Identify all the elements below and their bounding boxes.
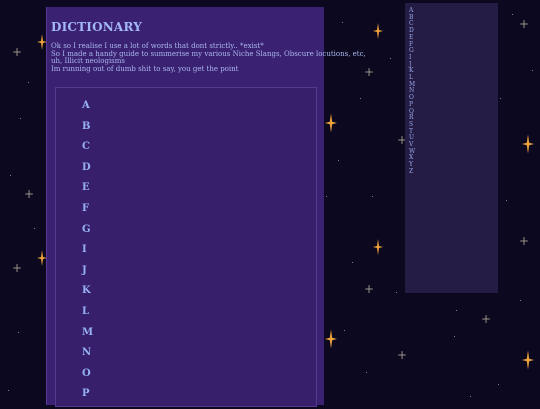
letter-link-e[interactable]: E <box>82 182 90 194</box>
sidebar-letter-link[interactable]: W <box>409 147 416 155</box>
sidebar-letter-link[interactable]: Y <box>409 161 413 169</box>
intro-text: Ok so I realise I use a lot of words tha… <box>51 42 366 73</box>
star-dot <box>326 196 327 197</box>
sidebar-letter-link[interactable]: A <box>409 7 414 14</box>
sparkle-star-icon <box>522 134 534 154</box>
sidebar-letter-link[interactable]: K <box>409 67 414 75</box>
sparkle-star-icon <box>522 350 534 370</box>
intro-line: Ok so I realise I use a lot of words tha… <box>51 42 264 50</box>
sparkle-star-icon <box>325 112 337 134</box>
cross-star-icon: + <box>519 17 530 31</box>
star-dot <box>456 310 457 311</box>
cross-star-icon: + <box>397 133 408 147</box>
star-dot <box>498 384 499 385</box>
star-dot <box>532 70 533 71</box>
sidebar-letter-link[interactable]: O <box>409 94 414 102</box>
star-dot <box>20 118 21 119</box>
star-dot <box>506 200 507 201</box>
sidebar-letter-link[interactable]: X <box>409 154 414 162</box>
sparkle-star-icon <box>37 34 47 50</box>
letter-link-p[interactable]: P <box>82 388 90 400</box>
sparkle-star-icon <box>37 250 47 266</box>
sidebar-index: A B C D E F G I J K L M N O P Q R S T U … <box>405 3 498 293</box>
letter-index-list: A B C D E F G I J K L M N O P <box>82 100 93 409</box>
sidebar-letter-link[interactable]: P <box>409 100 414 108</box>
cross-star-icon: + <box>481 312 492 326</box>
cross-star-icon: + <box>24 187 35 201</box>
sparkle-star-icon <box>325 328 337 350</box>
star-dot <box>366 372 367 373</box>
sidebar-letter-link[interactable]: J <box>409 60 412 68</box>
star-dot <box>18 332 19 333</box>
intro-line: uh, Illicit neologisms <box>51 57 126 66</box>
cross-star-icon: + <box>12 45 23 59</box>
letter-link-d[interactable]: D <box>82 161 91 173</box>
cross-star-icon: + <box>12 261 23 275</box>
star-dot <box>10 175 11 176</box>
sidebar-letter-link[interactable]: N <box>409 87 415 95</box>
sidebar-letter-link[interactable]: B <box>409 13 414 21</box>
letter-link-a[interactable]: A <box>82 100 90 111</box>
star-dot <box>512 14 513 15</box>
star-dot <box>8 390 9 391</box>
star-dot <box>344 330 345 331</box>
sidebar-letter-link[interactable]: E <box>409 33 414 41</box>
star-dot <box>454 336 455 337</box>
cross-star-icon: + <box>364 65 375 79</box>
sidebar-letter-list: A B C D E F G I J K L M N O P Q R S T U … <box>409 7 416 176</box>
letter-link-n[interactable]: N <box>82 347 92 359</box>
sidebar-letter-link[interactable]: R <box>409 114 414 122</box>
sidebar-letter-link[interactable]: G <box>409 47 414 55</box>
letter-link-o[interactable]: O <box>82 367 91 379</box>
sparkle-star-icon <box>373 23 383 39</box>
sidebar-letter-link[interactable]: M <box>409 80 416 88</box>
star-dot <box>360 98 361 99</box>
star-dot <box>352 262 353 263</box>
sidebar-letter-link[interactable]: L <box>409 74 413 82</box>
sparkle-star-icon <box>373 239 383 255</box>
letter-link-m[interactable]: M <box>82 326 94 338</box>
star-dot <box>372 196 373 197</box>
star-dot <box>28 82 29 83</box>
intro-line: So I made a handy guide to summerise my … <box>51 49 366 58</box>
letter-index-box: A B C D E F G I J K L M N O P <box>55 87 317 407</box>
sidebar-letter-link[interactable]: T <box>409 127 414 135</box>
star-dot <box>520 300 521 301</box>
sidebar-letter-link[interactable]: D <box>409 27 414 35</box>
letter-link-j[interactable]: J <box>82 264 87 276</box>
letter-link-f[interactable]: F <box>82 202 90 214</box>
intro-line: Im running out of dumb shit to say, you … <box>51 64 239 73</box>
sidebar-letter-link[interactable]: V <box>409 141 414 149</box>
star-dot <box>338 160 339 161</box>
sidebar-letter-link[interactable]: Z <box>409 167 414 175</box>
sidebar-letter-link[interactable]: C <box>409 20 414 28</box>
letter-link-i[interactable]: I <box>82 244 87 256</box>
star-dot <box>396 292 397 293</box>
sidebar-letter-link[interactable]: U <box>409 134 415 142</box>
page-title: DICTIONARY <box>51 20 143 34</box>
star-dot <box>342 22 343 23</box>
cross-star-icon: + <box>519 234 530 248</box>
sidebar-letter-link[interactable]: I <box>409 53 412 61</box>
letter-link-g[interactable]: G <box>82 223 91 235</box>
letter-link-k[interactable]: K <box>82 285 91 297</box>
dictionary-panel: DICTIONARY Ok so I realise I use a lot o… <box>46 7 366 407</box>
letter-link-b[interactable]: B <box>82 120 91 132</box>
cross-star-icon: + <box>397 348 408 362</box>
sidebar-letter-link[interactable]: Q <box>409 107 414 115</box>
star-dot <box>390 58 391 59</box>
sidebar-letter-link[interactable]: F <box>409 40 414 48</box>
star-dot <box>470 396 471 397</box>
cross-star-icon: + <box>364 282 375 296</box>
star-dot <box>500 98 501 99</box>
letter-link-c[interactable]: C <box>82 141 90 153</box>
letter-link-l[interactable]: L <box>82 305 90 317</box>
sidebar-letter-link[interactable]: S <box>409 120 414 128</box>
star-dot <box>34 228 35 229</box>
